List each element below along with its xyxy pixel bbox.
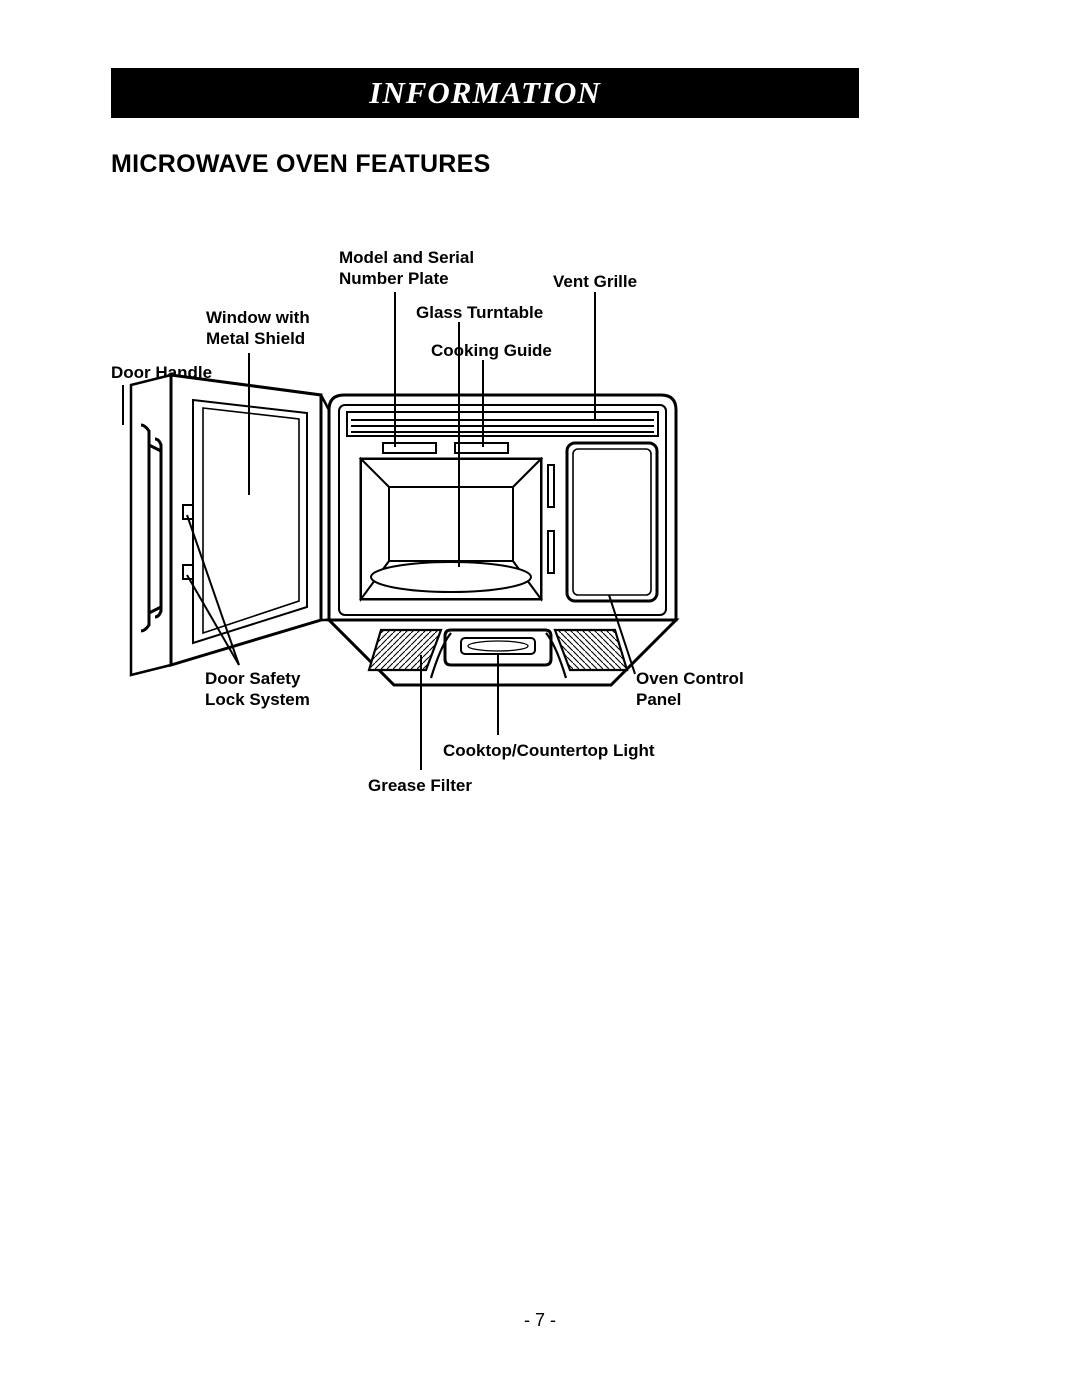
page-number: - 7 - — [0, 1310, 1080, 1331]
manual-page: INFORMATION MICROWAVE OVEN FEATURES Door… — [0, 0, 1080, 1397]
section-title: MICROWAVE OVEN FEATURES — [111, 150, 491, 179]
microwave-diagram — [111, 225, 859, 855]
info-banner: INFORMATION — [111, 68, 859, 118]
info-banner-text: INFORMATION — [369, 75, 601, 110]
